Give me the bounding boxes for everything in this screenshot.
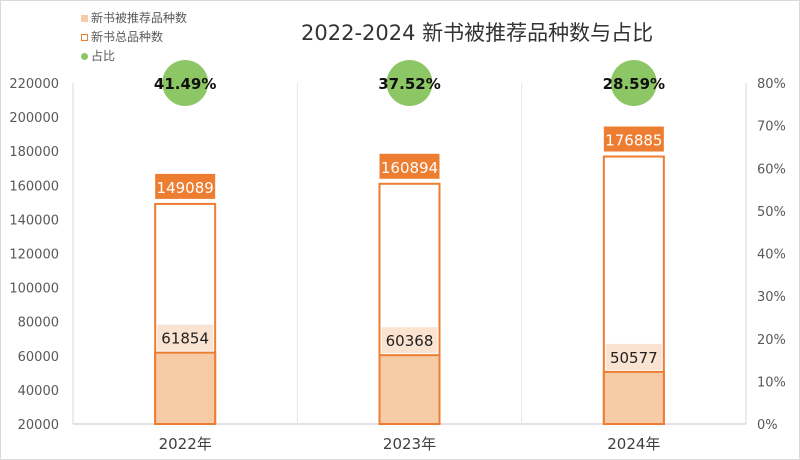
y2-tick-label: 40% <box>757 248 786 263</box>
label-bg-recommended <box>381 327 438 354</box>
label-bg-total <box>379 153 440 179</box>
y-tick-label: 80000 <box>18 316 59 331</box>
ratio-bubble <box>386 60 433 106</box>
data-label-ratio: 41.49% <box>154 75 216 93</box>
data-label-ratio: 28.59% <box>603 75 665 93</box>
ratio-bubble <box>162 60 209 106</box>
legend-label: 新书被推荐品种数 <box>91 11 188 25</box>
bar-recommended <box>602 370 665 425</box>
x-tick-label: 2024年 <box>607 435 660 453</box>
data-label-ratio: 37.52% <box>378 75 440 93</box>
legend-item-recommended: 新书被推荐品种数 <box>81 9 187 28</box>
chart-title: 2022-2024 新书被推荐品种数与占比 <box>301 21 654 45</box>
y2-tick-label: 80% <box>757 77 786 92</box>
y2-tick-label: 10% <box>757 375 786 390</box>
y-tick-label: 60000 <box>18 350 59 365</box>
data-label-recommended: 61854 <box>161 330 209 348</box>
x-tick-label: 2022年 <box>159 435 212 453</box>
label-bg-recommended <box>605 343 662 370</box>
legend-label: 新书总品种数 <box>91 30 164 44</box>
y2-tick-label: 60% <box>757 162 786 177</box>
data-label-recommended: 50577 <box>610 349 658 367</box>
legend-item-total: 新书总品种数 <box>81 28 187 47</box>
y-tick-label: 200000 <box>9 111 59 126</box>
y-tick-label: 120000 <box>9 248 59 263</box>
label-bg-total <box>603 126 664 152</box>
label-bg-recommended <box>157 324 214 351</box>
y2-tick-label: 50% <box>757 205 786 220</box>
bar-recommended <box>154 351 217 425</box>
y2-tick-label: 0% <box>757 418 778 433</box>
y-tick-label: 160000 <box>9 179 59 194</box>
data-label-total: 176885 <box>605 132 662 150</box>
y-tick-label: 180000 <box>9 145 59 160</box>
bar-recommended <box>378 354 441 425</box>
y2-tick-label: 30% <box>757 290 786 305</box>
y-tick-label: 220000 <box>9 77 59 92</box>
data-label-total: 149089 <box>157 179 214 197</box>
legend: 新书被推荐品种数 新书总品种数 占比 <box>81 9 187 66</box>
y2-tick-label: 20% <box>757 333 786 348</box>
y-tick-label: 40000 <box>18 384 59 399</box>
x-tick-label: 2023年 <box>383 435 436 453</box>
data-label-recommended: 60368 <box>386 332 434 350</box>
y2-tick-label: 70% <box>757 120 786 135</box>
ratio-bubble <box>610 60 657 106</box>
legend-label: 占比 <box>91 49 116 63</box>
y-tick-label: 20000 <box>18 418 59 433</box>
y-tick-label: 100000 <box>9 282 59 297</box>
legend-item-ratio: 占比 <box>81 47 187 66</box>
y-tick-label: 140000 <box>9 213 59 228</box>
data-label-total: 160894 <box>381 159 438 177</box>
label-bg-total <box>155 173 216 199</box>
